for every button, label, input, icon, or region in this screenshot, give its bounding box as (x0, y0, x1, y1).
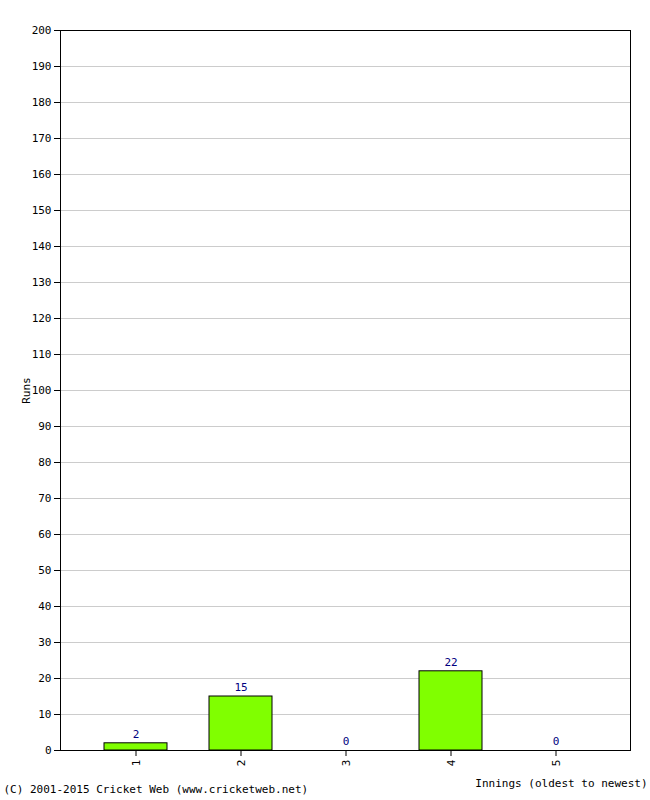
svg-text:130: 130 (32, 276, 52, 289)
svg-text:110: 110 (32, 348, 52, 361)
svg-text:160: 160 (32, 168, 52, 181)
svg-text:70: 70 (38, 492, 51, 505)
svg-text:80: 80 (38, 456, 51, 469)
svg-text:30: 30 (38, 636, 51, 649)
svg-text:0: 0 (343, 735, 350, 748)
svg-text:200: 200 (32, 24, 52, 37)
svg-text:140: 140 (32, 240, 52, 253)
svg-text:120: 120 (32, 312, 52, 325)
svg-text:170: 170 (32, 132, 52, 145)
svg-text:3: 3 (340, 760, 353, 767)
svg-text:40: 40 (38, 600, 51, 613)
svg-text:22: 22 (444, 656, 457, 669)
svg-text:2: 2 (133, 728, 140, 741)
svg-text:Innings (oldest to newest): Innings (oldest to newest) (475, 777, 647, 790)
svg-text:150: 150 (32, 204, 52, 217)
svg-text:50: 50 (38, 564, 51, 577)
svg-text:20: 20 (38, 672, 51, 685)
svg-text:1: 1 (130, 760, 143, 767)
svg-text:(C) 2001-2015 Cricket Web (www: (C) 2001-2015 Cricket Web (www.cricketwe… (4, 783, 309, 796)
svg-text:100: 100 (32, 384, 52, 397)
svg-text:60: 60 (38, 528, 51, 541)
svg-text:5: 5 (550, 760, 563, 767)
svg-text:10: 10 (38, 708, 51, 721)
svg-text:Runs: Runs (20, 377, 33, 404)
svg-text:190: 190 (32, 60, 52, 73)
svg-text:0: 0 (45, 744, 52, 757)
svg-text:15: 15 (234, 681, 247, 694)
svg-text:180: 180 (32, 96, 52, 109)
svg-text:0: 0 (553, 735, 560, 748)
svg-text:2: 2 (235, 760, 248, 767)
svg-text:90: 90 (38, 420, 51, 433)
svg-text:4: 4 (445, 759, 458, 766)
